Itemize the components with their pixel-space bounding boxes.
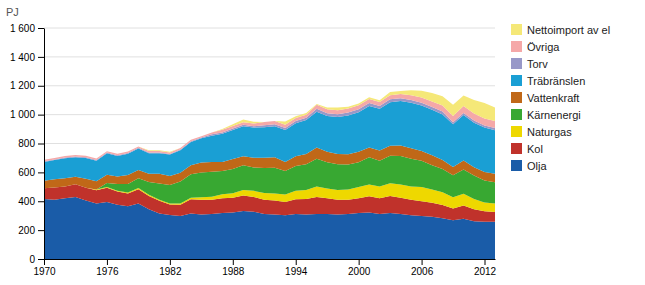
legend-label: Kol	[527, 143, 543, 155]
x-tick: 1988	[222, 259, 245, 277]
chart: 02004006008001 0001 2001 4001 6001970197…	[0, 0, 645, 285]
legend-swatch	[511, 41, 522, 52]
legend-item: Nettoimport av el	[511, 24, 610, 36]
y-tick-mark	[38, 172, 44, 173]
grid	[44, 28, 495, 259]
x-axis: 1970 1976 1982 1988 1994 2000 2006 2012	[33, 259, 496, 277]
legend-label: Träbränslen	[527, 75, 585, 87]
y-tick-label: 400	[18, 196, 35, 207]
y-tick: 600	[18, 167, 44, 178]
x-tick-label: 1982	[159, 266, 182, 277]
x-tick: 2012	[474, 259, 497, 277]
x-tick-mark	[359, 259, 360, 265]
y-tick-mark	[38, 57, 44, 58]
legend-label: Torv	[527, 58, 548, 70]
y-tick: 800	[18, 138, 44, 149]
y-tick-label: 1 400	[10, 52, 35, 63]
x-tick-label: 2006	[411, 266, 434, 277]
y-tick: 1 200	[10, 80, 44, 91]
legend-label: Naturgas	[527, 126, 572, 138]
y-tick-mark	[38, 86, 44, 87]
grid-line	[44, 56, 495, 57]
x-tick: 1970	[33, 259, 56, 277]
y-tick-label: 200	[18, 225, 35, 236]
y-tick-mark	[38, 28, 44, 29]
legend-swatch	[511, 143, 522, 154]
legend-item: Torv	[511, 58, 548, 70]
legend-swatch	[511, 109, 522, 120]
y-tick: 200	[18, 225, 44, 236]
legend-item: Vattenkraft	[511, 92, 579, 104]
y-tick-mark	[38, 201, 44, 202]
legend-swatch	[511, 58, 522, 69]
legend-item: Träbränslen	[511, 75, 585, 87]
y-tick-label: 1 000	[10, 109, 35, 120]
legend-swatch	[511, 160, 522, 171]
y-tick: 0	[29, 254, 44, 265]
y-tick: 1 000	[10, 109, 44, 120]
legend-label: Nettoimport av el	[527, 24, 610, 36]
y-tick-label: 600	[18, 167, 35, 178]
legend-label: Vattenkraft	[527, 92, 579, 104]
y-tick-label: 1 600	[10, 23, 35, 34]
legend-item: Övriga	[511, 41, 560, 53]
y-axis: 0 200 400 600 800 1 000 1 200 1 400 1 600	[10, 23, 45, 265]
y-tick-label: 1 200	[10, 80, 35, 91]
legend-swatch	[511, 92, 522, 103]
x-axis-line	[45, 259, 496, 260]
legend: Nettoimport av el Övriga Torv Träbränslen Va…	[511, 24, 610, 172]
x-tick-mark	[233, 259, 234, 265]
area	[44, 101, 495, 181]
x-tick-mark	[485, 259, 486, 265]
legend-item: Kärnenergi	[511, 109, 581, 121]
x-tick: 1982	[159, 259, 182, 277]
y-tick-mark	[38, 115, 44, 116]
x-tick-label: 1970	[33, 266, 56, 277]
x-tick-label: 2000	[348, 266, 371, 277]
y-tick-mark	[38, 259, 44, 260]
legend-swatch	[511, 24, 522, 35]
legend-item: Naturgas	[511, 126, 572, 138]
y-tick: 1 600	[10, 23, 44, 34]
area	[44, 94, 495, 161]
x-tick: 2000	[348, 259, 371, 277]
x-tick: 1976	[96, 259, 119, 277]
y-tick-label: 0	[29, 254, 35, 265]
x-tick-label: 1994	[285, 266, 308, 277]
x-tick-label: 1976	[96, 266, 119, 277]
x-tick-label: 2012	[474, 266, 497, 277]
legend-item: Olja	[511, 160, 547, 172]
x-tick: 2006	[411, 259, 434, 277]
legend-item: Kol	[511, 143, 543, 155]
x-tick-mark	[44, 259, 45, 265]
x-tick-mark	[296, 259, 297, 265]
x-tick-mark	[107, 259, 108, 265]
area	[44, 90, 495, 160]
x-tick-mark	[170, 259, 171, 265]
legend-swatch	[511, 126, 522, 137]
x-tick-mark	[422, 259, 423, 265]
legend-label: Kärnenergi	[527, 109, 581, 121]
y-tick-label: 800	[18, 138, 35, 149]
y-tick-mark	[38, 230, 44, 231]
x-tick: 1994	[285, 259, 308, 277]
legend-label: Övriga	[527, 41, 560, 53]
grid-line	[44, 85, 495, 86]
legend-swatch	[511, 75, 522, 86]
y-tick-mark	[38, 144, 44, 145]
y-tick: 400	[18, 196, 44, 207]
y-axis-label: PJ	[6, 6, 19, 18]
y-axis-line	[44, 29, 45, 260]
grid-line	[44, 28, 495, 29]
y-tick: 1 400	[10, 52, 44, 63]
plot: 02004006008001 0001 2001 4001 6001970197…	[6, 6, 497, 277]
areas	[44, 90, 495, 259]
x-tick-label: 1988	[222, 266, 245, 277]
legend-label: Olja	[527, 160, 547, 172]
